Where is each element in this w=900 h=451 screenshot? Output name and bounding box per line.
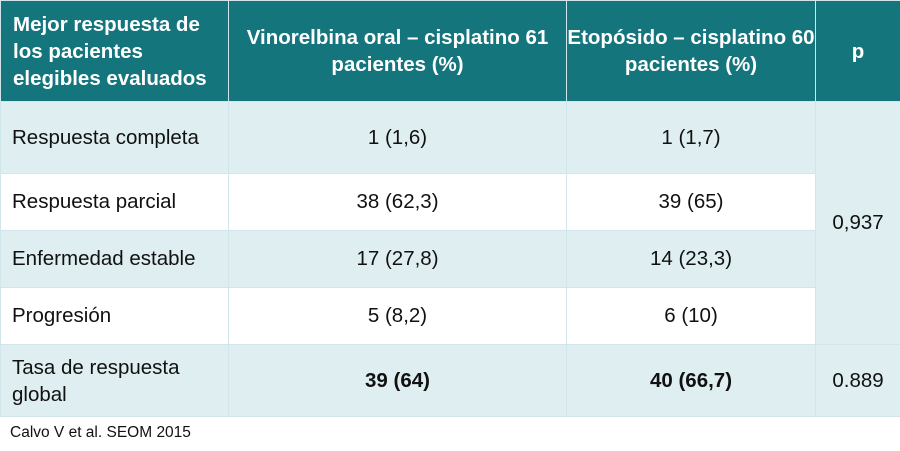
header-best-response: Mejor respuesta de los pacientes elegibl… xyxy=(0,0,229,102)
response-table: Mejor respuesta de los pacientes elegibl… xyxy=(0,0,900,417)
header-vinorelbine-cisplatin: Vinorelbina oral – cisplatino 61 pacient… xyxy=(228,0,567,102)
etoposide-value: 14 (23,3) xyxy=(566,230,816,288)
row-label: Enfermedad estable xyxy=(0,230,229,288)
table-row: Respuesta parcial 38 (62,3) 39 (65) xyxy=(0,173,900,231)
table-row: Progresión 5 (8,2) 6 (10) xyxy=(0,287,900,345)
etoposide-value: 39 (65) xyxy=(566,173,816,231)
row-label: Respuesta completa xyxy=(0,101,229,174)
table-row: Respuesta completa 1 (1,6) 1 (1,7) 0,937 xyxy=(0,101,900,345)
header-row: Mejor respuesta de los pacientes elegibl… xyxy=(0,0,900,102)
p-value-merged: 0,937 xyxy=(815,101,900,345)
vinorelbine-value: 1 (1,6) xyxy=(228,101,567,174)
vinorelbine-value: 38 (62,3) xyxy=(228,173,567,231)
row-label: Progresión xyxy=(0,287,229,345)
etoposide-value: 6 (10) xyxy=(566,287,816,345)
table-row: Enfermedad estable 17 (27,8) 14 (23,3) xyxy=(0,230,900,288)
summary-vinorelbine-value: 39 (64) xyxy=(228,344,567,417)
vinorelbine-value: 17 (27,8) xyxy=(228,230,567,288)
header-etoposide-cisplatin: Etopósido – cisplatino 60 pacientes (%) xyxy=(566,0,816,102)
header-p-value: p xyxy=(815,0,900,102)
summary-label: Tasa de respuesta global xyxy=(0,344,229,417)
summary-etoposide-value: 40 (66,7) xyxy=(566,344,816,417)
etoposide-value: 1 (1,7) xyxy=(566,101,816,174)
summary-p-value: 0.889 xyxy=(815,344,900,417)
vinorelbine-value: 5 (8,2) xyxy=(228,287,567,345)
row-label: Respuesta parcial xyxy=(0,173,229,231)
summary-row: Tasa de respuesta global 39 (64) 40 (66,… xyxy=(0,344,900,417)
citation: Calvo V et al. SEOM 2015 xyxy=(10,424,191,441)
